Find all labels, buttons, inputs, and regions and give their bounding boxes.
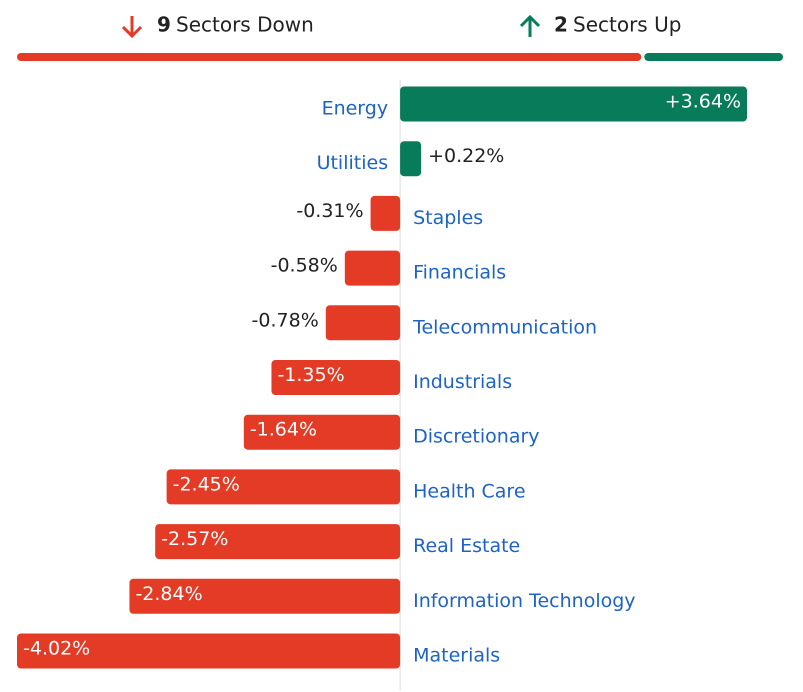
bar — [400, 86, 747, 122]
value-label: -0.78% — [252, 309, 319, 331]
category-label: Energy — [322, 98, 389, 120]
bar — [271, 360, 401, 395]
value-label: -1.64% — [250, 419, 317, 441]
value-label: -2.45% — [173, 473, 240, 495]
category-label: Financials — [413, 262, 506, 284]
up-arrow — [519, 14, 541, 37]
value-label: -4.02% — [23, 638, 90, 660]
down-share-bar — [17, 53, 642, 61]
category-label: Staples — [413, 207, 483, 229]
up-count: 2 — [554, 13, 568, 37]
category-label: Utilities — [317, 152, 389, 174]
value-label: -0.58% — [271, 255, 338, 277]
down-label: Sectors Down — [176, 13, 314, 37]
category-label: Materials — [413, 645, 500, 667]
down-arrow — [121, 16, 143, 39]
value-label: -2.84% — [135, 583, 202, 605]
up-share-bar — [644, 53, 783, 61]
bar — [243, 414, 401, 450]
category-label: Telecommunication — [412, 316, 597, 338]
bar — [325, 305, 401, 341]
value-label: +0.22% — [428, 145, 504, 167]
value-label: -2.57% — [161, 528, 228, 550]
value-label: +3.64% — [665, 91, 741, 113]
bar — [17, 633, 401, 669]
bar — [166, 469, 401, 505]
category-label: Information Technology — [413, 590, 635, 612]
bar — [370, 195, 401, 231]
up-label: Sectors Up — [573, 13, 681, 37]
bar — [400, 141, 422, 177]
value-label: -0.31% — [296, 200, 363, 222]
category-label: Industrials — [413, 371, 512, 393]
category-label: Real Estate — [413, 535, 520, 557]
down-count: 9 — [157, 13, 171, 37]
value-label: -1.35% — [277, 364, 344, 386]
category-label: Discretionary — [413, 426, 539, 448]
bar — [344, 250, 401, 286]
bar — [129, 578, 401, 614]
category-label: Health Care — [413, 480, 525, 502]
bar — [155, 524, 401, 560]
